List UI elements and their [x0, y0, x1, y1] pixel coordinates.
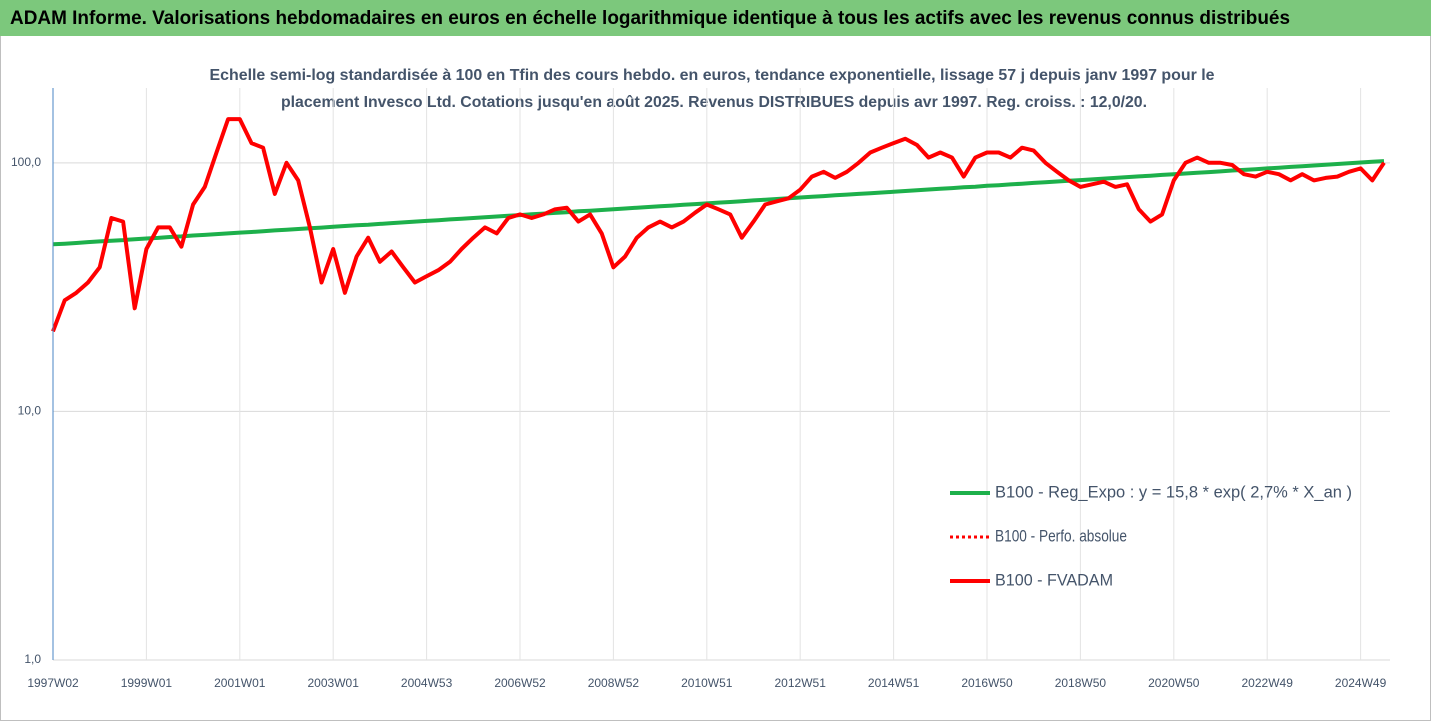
legend-label: B100 - FVADAM — [995, 570, 1113, 589]
x-tick-label: 2003W01 — [308, 676, 360, 690]
y-tick-label: 100,0 — [11, 155, 41, 169]
y-tick-label: 1,0 — [24, 652, 41, 666]
x-tick-label: 2014W51 — [868, 676, 920, 690]
legend: B100 - Reg_Expo : y = 15,8 * exp( 2,7% *… — [950, 482, 1352, 589]
x-tick-label: 2010W51 — [681, 676, 733, 690]
plot-area — [51, 117, 1386, 333]
x-tick-label: 2006W52 — [494, 676, 546, 690]
x-tick-label: 2004W53 — [401, 676, 453, 690]
chart-subtitle: placement Invesco Ltd. Cotations jusqu'e… — [281, 94, 1147, 111]
x-tick-label: 2024W49 — [1335, 676, 1387, 690]
series-line — [51, 117, 1386, 333]
chart-subtitle: Echelle semi-log standardisée à 100 en T… — [210, 67, 1215, 84]
x-tick-label: 2020W50 — [1148, 676, 1200, 690]
x-tick-label: 2001W01 — [214, 676, 266, 690]
x-tick-label: 2008W52 — [588, 676, 640, 690]
grid: 1,0 10,0 100,0 1997W02 1999W01 2001W01 2003W01… — [11, 88, 1390, 690]
x-tick-label: 1997W02 — [27, 676, 79, 690]
x-tick-label: 1999W01 — [121, 676, 173, 690]
y-tick-label: 10,0 — [18, 404, 42, 418]
x-tick-label: 2016W50 — [961, 676, 1013, 690]
header-bar — [0, 0, 1431, 36]
x-tick-label: 2012W51 — [775, 676, 827, 690]
series-line — [52, 159, 1385, 247]
legend-label: B100 - Reg_Expo : y = 15,8 * exp( 2,7% *… — [995, 482, 1352, 501]
x-tick-label: 2018W50 — [1055, 676, 1107, 690]
legend-label: B100 - Perfo. absolue — [995, 526, 1127, 545]
x-tick-label: 2022W49 — [1242, 676, 1294, 690]
chart-title: ADAM Informe. Valorisations hebdomadaire… — [10, 8, 1290, 29]
